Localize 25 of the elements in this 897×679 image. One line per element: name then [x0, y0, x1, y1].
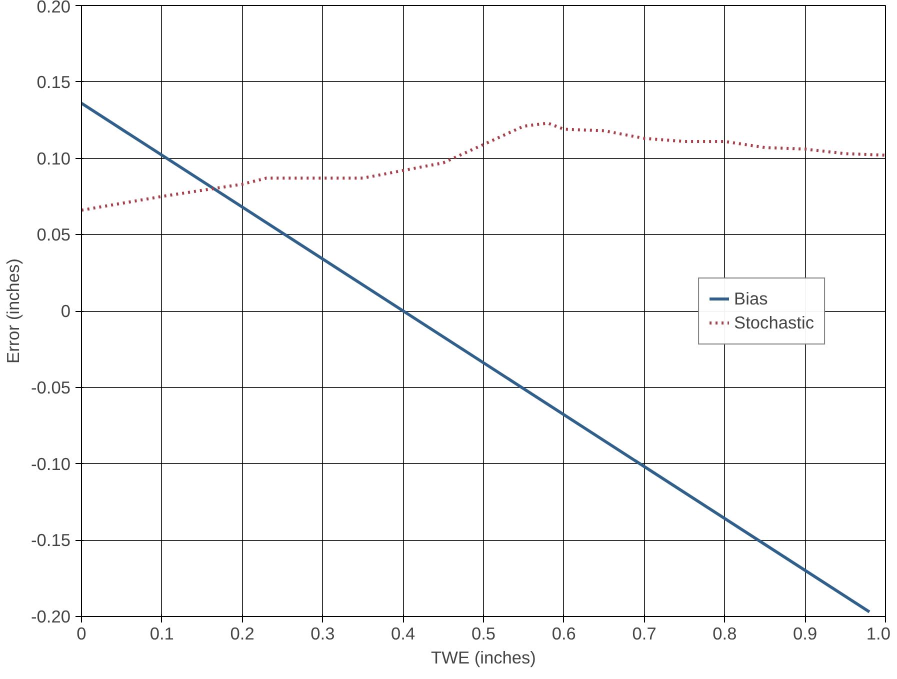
x-tick-label: 0.6 [552, 624, 576, 644]
x-tick-label: 0.2 [230, 624, 254, 644]
y-tick-label: -0.15 [31, 530, 71, 550]
x-tick-label: 0.4 [391, 624, 416, 644]
x-tick-label: 0.8 [712, 624, 737, 644]
x-tick-label: 0.3 [310, 624, 335, 644]
y-axis-title: Error (inches) [3, 258, 24, 364]
y-tick-label: -0.05 [31, 377, 71, 398]
y-tick-label: 0.05 [36, 224, 71, 245]
y-tick-label: -0.10 [31, 454, 71, 474]
legend-label: Stochastic [734, 312, 814, 333]
x-tick-label: 0.7 [632, 624, 656, 644]
x-tick-label: 0.5 [471, 624, 496, 644]
line-series [82, 122, 886, 212]
x-tick-label: 0 [76, 624, 86, 644]
y-tick-label: 0.15 [36, 72, 71, 92]
legend-label: Bias [734, 288, 768, 309]
x-axis-title: TWE (inches) [431, 648, 536, 668]
y-tick-label: 0 [60, 301, 71, 321]
x-tick-label: 1.0 [866, 624, 891, 644]
x-tick-label: 0.9 [793, 624, 818, 644]
x-tick-label: 0.1 [150, 624, 174, 644]
y-tick-label: 0.10 [36, 148, 71, 168]
y-tick-label: 0.20 [36, 0, 71, 16]
y-tick-label: -0.20 [31, 606, 71, 626]
